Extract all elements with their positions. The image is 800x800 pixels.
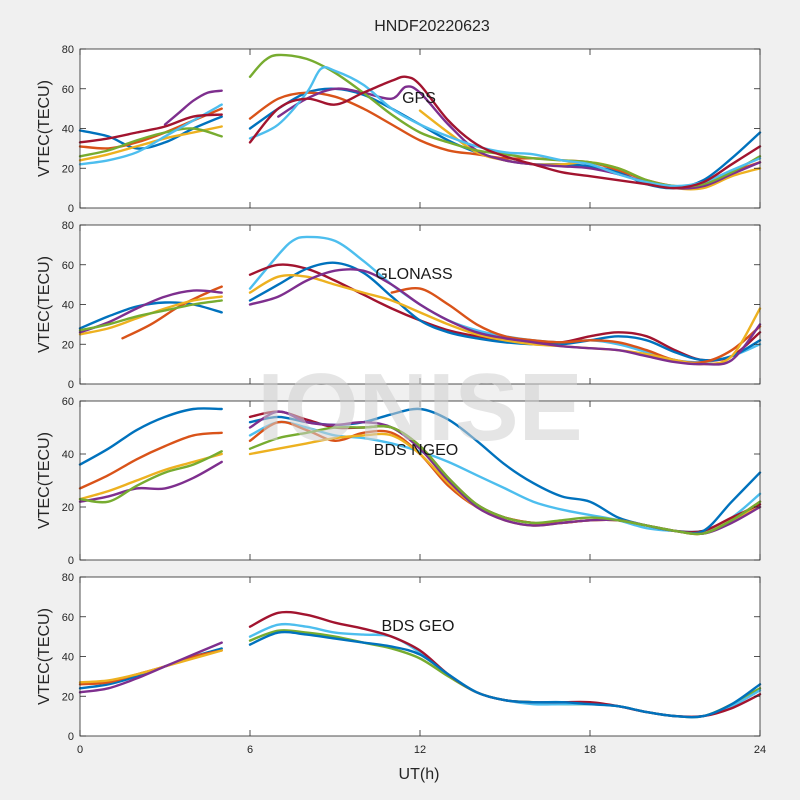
- y-tick-label: 20: [62, 163, 74, 175]
- series-line: [78, 115, 223, 150]
- series-line: [78, 460, 223, 503]
- y-tick-label: 60: [62, 260, 74, 272]
- series-line: [78, 431, 223, 490]
- series-line: [78, 125, 223, 162]
- chart-title: HNDF20220623: [374, 18, 490, 35]
- series-line: [78, 407, 223, 466]
- x-tick-label: 12: [414, 744, 426, 756]
- y-tick-label: 40: [62, 449, 74, 461]
- plot-area: [80, 577, 760, 736]
- series-line: [78, 450, 223, 504]
- y-axis-label: VTEC(TECU): [36, 80, 53, 177]
- series-line: [78, 649, 223, 684]
- series-line: [248, 630, 762, 719]
- plot-area: [80, 401, 760, 560]
- series-line: [78, 127, 223, 158]
- series-line: [248, 268, 762, 366]
- y-tick-label: 40: [62, 652, 74, 664]
- series-line: [163, 89, 223, 126]
- y-tick-label: 40: [62, 124, 74, 136]
- constellation-label: GPS: [402, 90, 436, 107]
- y-tick-label: 20: [62, 691, 74, 703]
- x-tick-label: 6: [247, 744, 253, 756]
- panel-gps: 0 20 40 60 80 VTEC(TECU) GPS: [36, 44, 762, 215]
- constellation-label: BDS NGEO: [374, 442, 458, 459]
- y-tick-label: 20: [62, 502, 74, 514]
- series-line: [248, 261, 762, 362]
- series-line: [390, 286, 762, 364]
- panel-glonass: 0 20 40 60 80 VTEC(TECU) GLONASS: [36, 220, 762, 391]
- x-tick-label: 0: [77, 744, 83, 756]
- y-tick-label: 80: [62, 572, 74, 584]
- y-axis-label: VTEC(TECU): [36, 432, 53, 529]
- y-axis-label: VTEC(TECU): [36, 608, 53, 705]
- y-tick-label: 0: [68, 203, 74, 215]
- series-line: [248, 65, 762, 188]
- y-tick-label: 0: [68, 555, 74, 567]
- x-axis-label: UT(h): [399, 766, 440, 783]
- constellation-label: GLONASS: [375, 266, 452, 283]
- series-line: [78, 452, 223, 501]
- constellation-label: BDS GEO: [382, 618, 455, 635]
- y-tick-label: 20: [62, 339, 74, 351]
- series-line: [248, 424, 762, 536]
- y-tick-label: 0: [68, 379, 74, 391]
- x-tick-label: 18: [584, 744, 596, 756]
- series-line: [78, 641, 223, 694]
- y-axis-label: VTEC(TECU): [36, 256, 53, 353]
- series-line: [248, 75, 762, 190]
- panel-bds-geo: 0 20 40 60 80 0 6 12 18 24 VTEC(TECU) BDS GEO: [36, 572, 766, 756]
- watermark: IONISE: [257, 354, 582, 461]
- y-tick-label: 60: [62, 396, 74, 408]
- y-tick-label: 80: [62, 44, 74, 56]
- series-line: [78, 113, 223, 144]
- series-line: [78, 103, 223, 166]
- y-tick-label: 60: [62, 612, 74, 624]
- y-tick-label: 0: [68, 731, 74, 743]
- x-tick-label: 24: [754, 744, 766, 756]
- y-tick-label: 40: [62, 300, 74, 312]
- panel-bds-ngeo: 0 20 40 60 VTEC(TECU) BDS NGEO: [36, 396, 762, 567]
- y-tick-label: 80: [62, 220, 74, 232]
- series-line: [78, 299, 223, 332]
- y-tick-label: 60: [62, 84, 74, 96]
- series-line: [78, 289, 223, 334]
- series-line: [248, 273, 762, 366]
